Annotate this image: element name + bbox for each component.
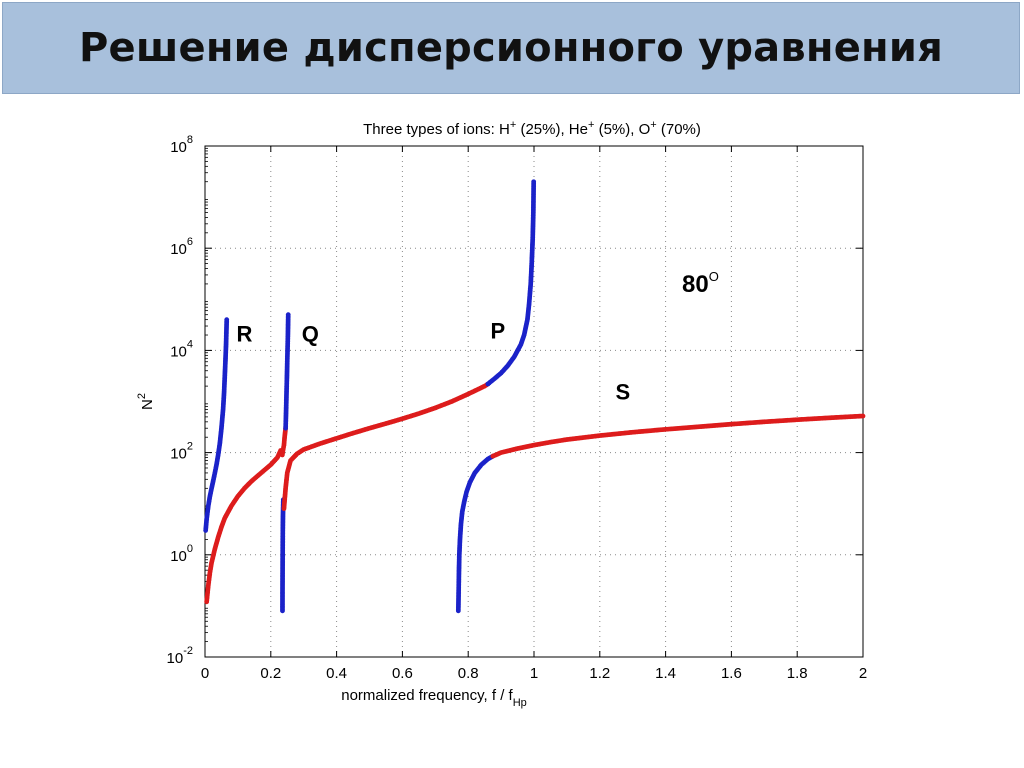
y-tick-label: 10-2 — [167, 645, 193, 667]
series-S-lower — [455, 453, 496, 614]
series-R-upper — [203, 317, 230, 533]
series-R-lower — [204, 448, 284, 605]
data-point — [531, 179, 537, 185]
x-tick-label: 0.2 — [260, 665, 281, 682]
x-tick-label: 0.6 — [392, 665, 413, 682]
x-tick-label: 1.2 — [589, 665, 610, 682]
y-tick-label: 106 — [170, 236, 193, 258]
series-Q-P-red — [281, 381, 491, 512]
slide-title-bar: Решение дисперсионного уравнения — [2, 2, 1020, 94]
y-tick-label: 104 — [170, 338, 193, 360]
data-point — [285, 312, 291, 318]
x-tick-label: 1.6 — [721, 665, 742, 682]
x-tick-label: 1 — [530, 665, 538, 682]
x-tick-label: 0.8 — [458, 665, 479, 682]
y-axis-label: N2 — [136, 393, 156, 410]
branch-label-p: P — [490, 319, 505, 344]
data-series — [203, 179, 866, 614]
angle-label: 80O — [682, 269, 719, 298]
branch-label-q: Q — [302, 321, 319, 346]
y-tick-label: 102 — [170, 441, 193, 463]
branch-annotations: R Q P S — [237, 319, 631, 405]
series-Q-lower — [279, 425, 289, 458]
chart-labels: Three types of ions: H+ (25%), He+ (5%),… — [136, 119, 719, 709]
x-tick-label: 0.4 — [326, 665, 347, 682]
x-axis-label: normalized frequency, f / fHp — [341, 687, 527, 709]
series-Q-upper — [283, 312, 291, 431]
branch-label-s: S — [615, 379, 630, 404]
series-S-upper — [490, 413, 866, 459]
axis-ticks: 0 0.2 0.4 0.6 0.8 1 1.2 1.4 1.6 1.8 2 10-2 100 102 104… — [167, 134, 868, 682]
chart: 0 0.2 0.4 0.6 0.8 1 1.2 1.4 1.6 1.8 2 10-2 100 102 104… — [136, 119, 868, 709]
data-point — [860, 413, 866, 419]
y-tick-label: 108 — [170, 134, 193, 156]
chart-title: Three types of ions: H+ (25%), He+ (5%),… — [363, 119, 701, 138]
data-point — [280, 608, 285, 614]
branch-label-r: R — [237, 321, 253, 346]
x-tick-label: 2 — [859, 665, 867, 682]
series-Q-left — [280, 497, 286, 614]
x-tick-label: 1.8 — [787, 665, 808, 682]
x-tick-label: 1.4 — [655, 665, 676, 682]
x-tick-label: 0 — [201, 665, 209, 682]
series-P-upper — [485, 179, 537, 387]
data-point — [224, 317, 230, 323]
slide-title: Решение дисперсионного уравнения — [78, 25, 944, 71]
y-tick-label: 100 — [170, 543, 193, 565]
